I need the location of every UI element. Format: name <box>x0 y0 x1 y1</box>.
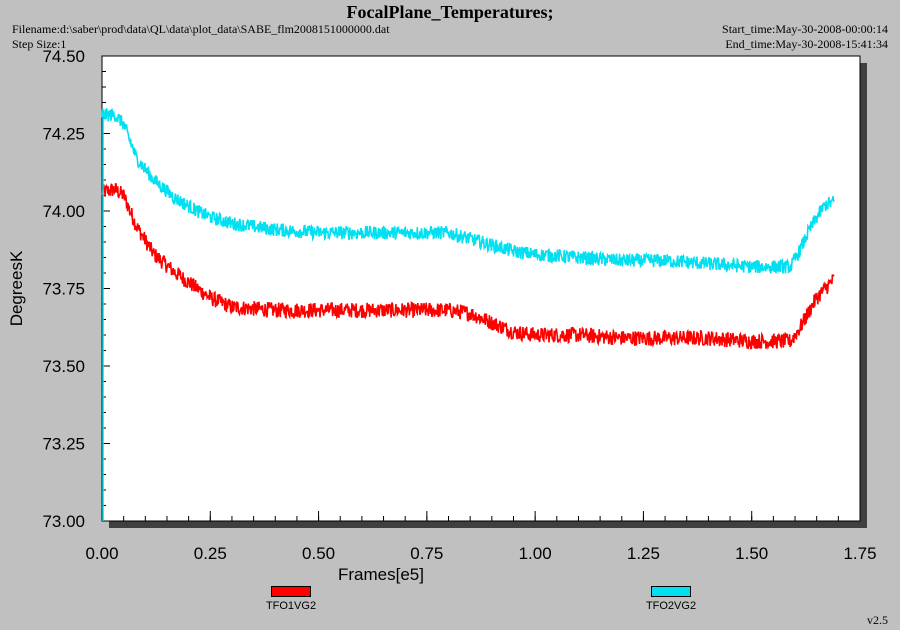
x-tick-label: 1.75 <box>843 544 876 563</box>
x-tick-label: 0.50 <box>302 544 335 563</box>
x-tick-label: 1.00 <box>519 544 552 563</box>
x-tick-label: 0.75 <box>410 544 443 563</box>
end-time-label: End_time:May-30-2008-15:41:34 <box>725 37 888 51</box>
chart-title: FocalPlane_Temperatures; <box>346 2 554 22</box>
y-tick-label: 74.50 <box>42 47 85 66</box>
y-tick-label: 74.25 <box>42 125 85 144</box>
y-tick-label: 73.00 <box>42 512 85 531</box>
step-size-label: Step Size:1 <box>12 37 67 51</box>
x-tick-label: 1.25 <box>627 544 660 563</box>
legend-label-tfo1vg2: TFO1VG2 <box>265 600 317 612</box>
version-label: v2.5 <box>867 613 888 627</box>
series-line-tfo2vg2 <box>101 107 835 274</box>
legend-label-tfo2vg2: TFO2VG2 <box>645 600 697 612</box>
legend-swatch-tfo2vg2 <box>651 586 691 597</box>
y-tick-label: 73.50 <box>42 357 85 376</box>
filename-label: Filename:d:\saber\prod\data\QL\data\plot… <box>12 22 390 36</box>
x-tick-label: 1.50 <box>735 544 768 563</box>
x-axis-label: Frames[e5] <box>338 565 424 584</box>
legend-swatch-tfo1vg2 <box>271 586 311 597</box>
start-time-label: Start_time:May-30-2008-00:00:14 <box>722 22 888 36</box>
y-tick-label: 74.00 <box>42 202 85 221</box>
series-line-tfo1vg2 <box>101 182 835 350</box>
y-tick-label: 73.75 <box>42 280 85 299</box>
x-tick-label: 0.00 <box>85 544 118 563</box>
y-tick-label: 73.25 <box>42 435 85 454</box>
x-tick-label: 0.25 <box>194 544 227 563</box>
plot-area <box>101 55 861 522</box>
y-axis-label: DegreesK <box>7 250 26 326</box>
